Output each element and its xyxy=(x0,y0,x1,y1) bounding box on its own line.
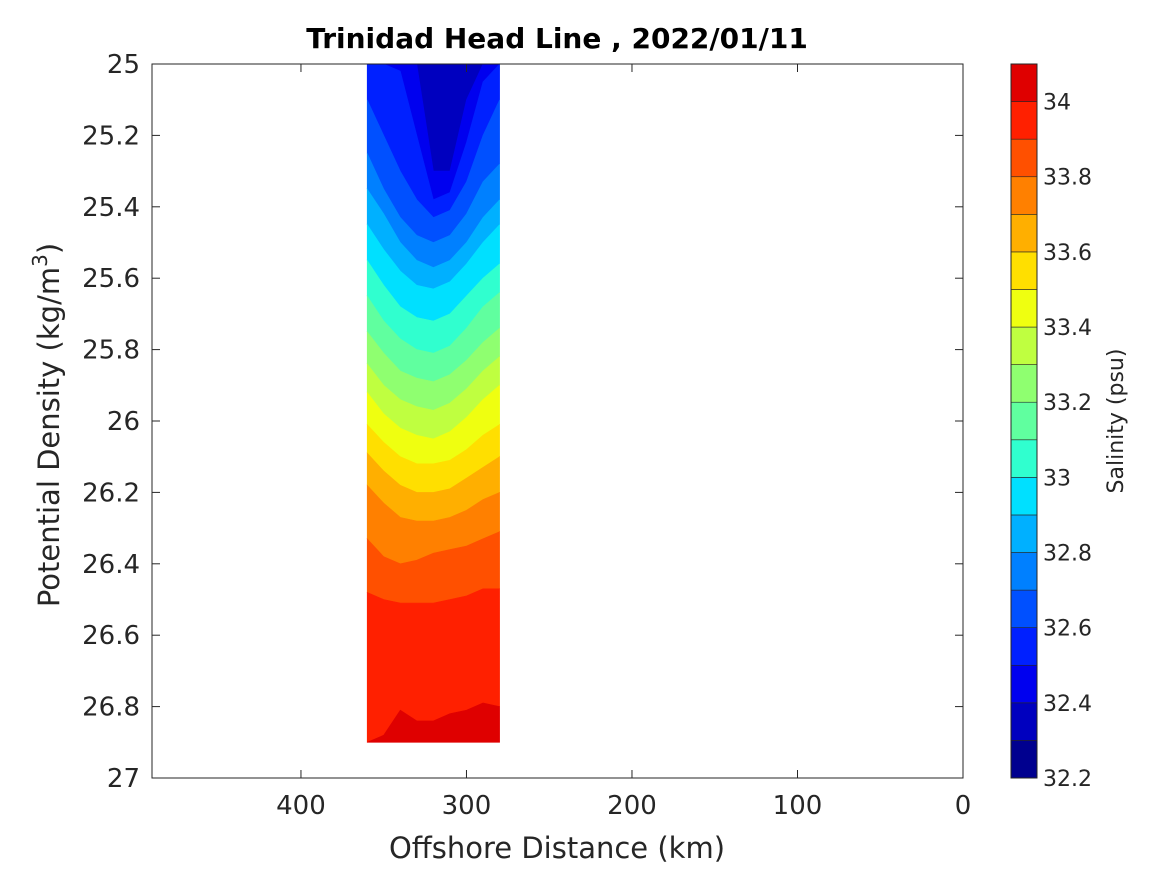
y-axis-label: Potential Density (kg/m3) xyxy=(28,243,66,607)
colorbar-segment xyxy=(1010,214,1038,253)
y-tick-label: 27 xyxy=(107,764,140,794)
chart-title: Trinidad Head Line , 2022/01/11 xyxy=(306,22,808,55)
colorbar: 32.2 32.4 32.6 32.8 33 33.2 33.4 33.6 33.8 34 Sal… xyxy=(1010,63,1129,792)
colorbar-ticks: 32.2 32.4 32.6 32.8 33 33.2 33.4 33.6 33.8 34 xyxy=(1043,91,1092,792)
colorbar-segment xyxy=(1010,589,1038,628)
x-tick-label: 100 xyxy=(773,791,823,821)
colorbar-tick-label: 32.8 xyxy=(1043,542,1092,567)
colorbar-segment xyxy=(1010,664,1038,704)
contour-band xyxy=(367,702,500,743)
colorbar-segments xyxy=(1010,63,1038,779)
colorbar-segment xyxy=(1010,176,1038,215)
colorbar-segment xyxy=(1010,401,1038,441)
y-tick-label: 25.2 xyxy=(82,121,140,151)
colorbar-segment xyxy=(1010,63,1038,102)
contour-fills xyxy=(366,63,501,743)
colorbar-segment xyxy=(1010,251,1038,290)
colorbar-segment xyxy=(1010,702,1038,741)
colorbar-segment xyxy=(1010,552,1038,591)
plot-area: 400 300 200 100 0 25 25.2 25.4 25.6 25.8 26 26.2 26… xyxy=(82,50,971,821)
colorbar-segment xyxy=(1010,364,1038,403)
plot-background xyxy=(152,64,963,778)
colorbar-tick-label: 32.4 xyxy=(1043,692,1092,717)
y-tick-label: 26.8 xyxy=(82,693,140,723)
x-tick-label: 200 xyxy=(607,791,657,821)
x-tick-label: 0 xyxy=(955,791,972,821)
y-axis-label-end: ) xyxy=(32,243,66,254)
colorbar-tick-label: 33.4 xyxy=(1043,316,1092,341)
colorbar-segment xyxy=(1010,514,1038,553)
colorbar-tick-label: 34 xyxy=(1043,91,1071,116)
y-tick-label: 25.6 xyxy=(82,264,140,294)
colorbar-tick-label: 33.6 xyxy=(1043,241,1092,266)
x-axis-ticks: 400 300 200 100 0 xyxy=(276,64,971,821)
y-axis-label-sup: 3 xyxy=(28,254,52,267)
colorbar-frame xyxy=(1010,63,1038,779)
x-tick-label: 300 xyxy=(442,791,492,821)
colorbar-segment xyxy=(1010,477,1038,516)
colorbar-tick-label: 33 xyxy=(1043,466,1071,491)
colorbar-tick-label: 32.2 xyxy=(1043,767,1092,792)
colorbar-segment xyxy=(1010,439,1038,478)
y-tick-label: 26.2 xyxy=(82,478,140,508)
y-tick-label: 26.6 xyxy=(82,621,140,651)
colorbar-segment xyxy=(1010,627,1038,666)
y-axis-ticks: 25 25.2 25.4 25.6 25.8 26 26.2 26.4 26.6 26.8 27 xyxy=(82,50,963,794)
colorbar-segment xyxy=(1010,101,1038,140)
colorbar-tick-label: 33.2 xyxy=(1043,391,1092,416)
y-tick-label: 26.4 xyxy=(82,550,140,580)
colorbar-label: Salinity (psu) xyxy=(1104,349,1129,494)
y-tick-label: 25.8 xyxy=(82,336,140,366)
y-tick-label: 25.4 xyxy=(82,193,140,223)
colorbar-tick-label: 33.8 xyxy=(1043,166,1092,191)
y-tick-label: 25 xyxy=(107,50,140,80)
colorbar-segment xyxy=(1010,289,1038,328)
x-axis-label: Offshore Distance (km) xyxy=(389,831,725,865)
colorbar-segment xyxy=(1010,138,1038,178)
colorbar-segment xyxy=(1010,740,1038,779)
x-tick-label: 400 xyxy=(276,791,326,821)
colorbar-tick-label: 32.6 xyxy=(1043,617,1092,642)
y-axis-label-main: Potential Density (kg/m xyxy=(32,267,66,607)
y-tick-label: 26 xyxy=(107,407,140,437)
colorbar-segment xyxy=(1010,326,1038,365)
